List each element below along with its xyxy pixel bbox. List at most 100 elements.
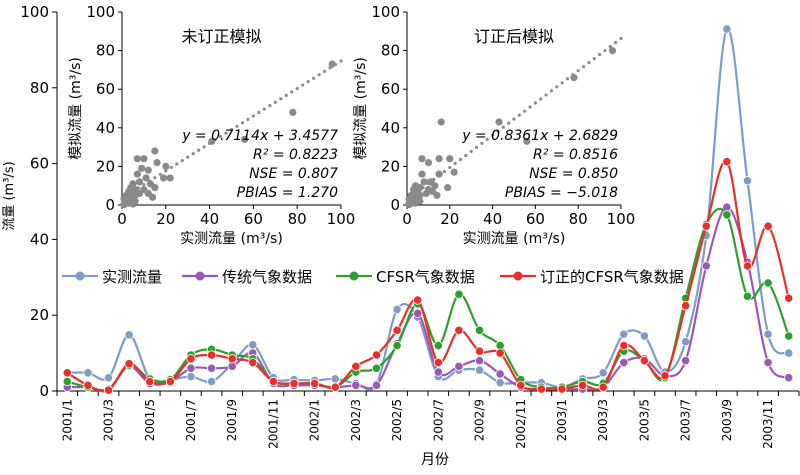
- legend-swatch-marker: [349, 271, 359, 281]
- inset-point: [133, 170, 141, 178]
- inset-point: [124, 199, 133, 207]
- inset-fit-dot: [208, 141, 212, 146]
- inset-fit-dot: [416, 190, 420, 194]
- inset-fit-dot: [549, 89, 554, 93]
- main-y-axis-label: 流量 (m³/s): [2, 161, 17, 230]
- series-marker: [495, 378, 505, 388]
- series-marker: [619, 329, 629, 339]
- main-x-tick-label: 2002/5: [390, 399, 404, 441]
- inset-y-tick-label: 0: [390, 196, 400, 214]
- inset-background: [70, 0, 352, 250]
- inset-x-tick-label: 20: [440, 210, 459, 228]
- inset-fit-dot: [464, 153, 468, 158]
- main-y-tick-label: 0: [39, 382, 49, 400]
- inset-fit-dot: [142, 182, 146, 187]
- inset-point: [495, 118, 503, 126]
- inset-fit-dot: [202, 145, 206, 149]
- inset-fit-dot: [164, 169, 168, 173]
- inset-fit-dot: [218, 134, 223, 139]
- series-marker: [474, 346, 485, 356]
- series-marker: [516, 380, 526, 390]
- inset-point: [144, 166, 152, 174]
- main-y-tick-label: 40: [30, 230, 49, 248]
- series-marker: [495, 369, 505, 379]
- inset-point: [409, 199, 418, 207]
- inset-fit-dot: [273, 100, 277, 104]
- inset-fit-dot: [197, 148, 201, 152]
- series-marker: [701, 221, 711, 231]
- series-3: [62, 157, 794, 395]
- inset-y-axis-label: 模拟流量 (m³/s): [68, 57, 84, 160]
- series-marker: [742, 261, 753, 271]
- series-marker: [619, 340, 629, 351]
- series-marker: [206, 350, 217, 360]
- inset-y-tick-label: 80: [96, 42, 115, 60]
- inset-x-tick-label: 40: [200, 210, 219, 228]
- inset-fit-dot: [120, 196, 124, 200]
- inset-fit-dot: [592, 57, 596, 61]
- inset-fit-dot: [598, 52, 602, 57]
- inset-y-tick-label: 40: [381, 119, 400, 137]
- legend-swatch-marker: [75, 271, 85, 281]
- main-x-tick-label: 2001/11: [266, 399, 280, 449]
- main-series-group: [62, 24, 794, 395]
- inset-fit-dot: [442, 169, 447, 174]
- main-y-tick-label: 60: [30, 155, 49, 173]
- inset-fit-dot: [512, 117, 516, 121]
- inset-point: [151, 184, 159, 192]
- inset-stat-line: NSE = 0.807: [249, 166, 338, 182]
- inset-y-tick-label: 100: [86, 3, 115, 21]
- inset-fit-dot: [153, 176, 157, 180]
- series-marker: [742, 291, 753, 301]
- inset-fit-dot: [295, 86, 299, 91]
- inset-point: [135, 178, 144, 186]
- series-marker: [557, 384, 567, 394]
- series-marker: [598, 368, 608, 378]
- inset-fit-dot: [268, 104, 272, 108]
- inset-stat-line: y = 0.7114x + 3.4577: [181, 128, 338, 144]
- series-marker: [124, 359, 134, 369]
- main-x-tick-label: 2003/3: [596, 399, 610, 441]
- inset-title: 未订正模拟: [181, 27, 261, 46]
- main-x-tick-label: 2002/7: [431, 399, 445, 441]
- inset-point: [523, 137, 531, 145]
- main-x-tick-label: 2001/1: [60, 399, 74, 441]
- series-marker: [763, 278, 773, 288]
- series-marker: [248, 340, 258, 350]
- legend: 实测流量 传统气象数据 CFSR气象数据 订正的CFSR气象数据: [62, 268, 684, 286]
- inset-point: [450, 168, 458, 176]
- series-marker: [351, 380, 361, 390]
- inset-stat-line: PBIAS = 1.270: [237, 185, 338, 201]
- series-marker: [763, 357, 773, 368]
- inset-y-tick-label: 60: [381, 80, 400, 98]
- inset-fit-dot: [229, 128, 234, 132]
- inset-fit-dot: [480, 141, 484, 145]
- main-x-tick-label: 2002/3: [349, 399, 363, 441]
- series-marker: [103, 373, 114, 383]
- inset-x-tick-label: 60: [526, 210, 545, 228]
- series-marker: [433, 340, 443, 351]
- series-marker: [330, 374, 340, 384]
- inset-fit-dot: [619, 36, 623, 41]
- series-marker: [474, 325, 485, 335]
- inset-fit-dot: [432, 178, 436, 182]
- series-marker: [371, 363, 382, 373]
- series-marker: [577, 380, 588, 390]
- inset-fit-dot: [565, 77, 570, 81]
- inset-point: [431, 182, 439, 190]
- inset-fit-dot: [136, 186, 141, 190]
- series-marker: [206, 376, 217, 387]
- inset-fit-dot: [125, 193, 130, 197]
- series-marker: [186, 354, 196, 364]
- main-x-tick-label: 2002/9: [473, 399, 487, 441]
- inset-stat-line: PBIAS = −5.018: [505, 185, 618, 201]
- inset-fit-dot: [317, 73, 321, 77]
- inset-fit-dot: [437, 174, 441, 178]
- inset-fit-dot: [186, 155, 190, 159]
- inset-x-tick-label: 20: [156, 210, 175, 228]
- inset-fit-dot: [191, 152, 195, 156]
- inset-fit-dot: [496, 129, 500, 133]
- main-y-tick-label: 20: [30, 306, 49, 324]
